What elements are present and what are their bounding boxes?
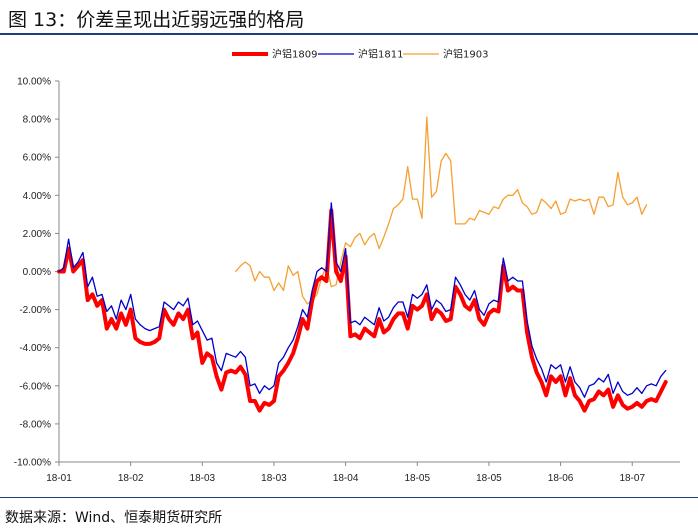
series-line-沪铝1811 <box>58 202 667 398</box>
legend-label: 沪铝1809 <box>272 48 317 61</box>
source-note: 数据来源：Wind、恒泰期货研究所 <box>5 510 223 526</box>
x-tick-label: 18-01 <box>46 473 72 484</box>
title-rule <box>0 33 698 35</box>
x-tick-label: 18-02 <box>118 473 144 484</box>
y-tick-label: 6.00% <box>23 153 51 164</box>
y-tick-label: -2.00% <box>19 305 51 316</box>
y-tick-label: 0.00% <box>23 267 51 278</box>
series-line-沪铝1903 <box>235 116 648 305</box>
y-tick-label: 8.00% <box>23 115 51 126</box>
y-tick-label: -6.00% <box>19 381 51 392</box>
x-tick-label: 18-05 <box>404 473 430 484</box>
y-tick-label: 2.00% <box>23 229 51 240</box>
series-line-沪铝1809 <box>57 208 668 413</box>
y-tick-label: -4.00% <box>19 343 51 354</box>
y-tick-label: -10.00% <box>14 458 51 469</box>
x-tick-label: 18-07 <box>619 473 645 484</box>
line-chart: 沪铝1809 沪铝1811 沪铝1903 -10.00% -8.00% -6.00% -4… <box>14 48 680 484</box>
chart-legend: 沪铝1809 沪铝1811 沪铝1903 <box>232 48 488 61</box>
y-tick-label: 10.00% <box>17 77 51 88</box>
y-tick-label: 4.00% <box>23 191 51 202</box>
figure-title: 图 13：价差呈现出近弱远强的格局 <box>8 9 305 31</box>
x-tick-label: 18-04 <box>333 473 359 484</box>
series-layer <box>57 116 668 413</box>
x-tick-label: 18-03 <box>261 473 287 484</box>
y-tick-label: -8.00% <box>19 419 51 430</box>
chart-axes: -10.00% -8.00% -6.00% -4.00% -2.00% 0.00% 2.00… <box>14 77 680 484</box>
x-tick-label: 18-06 <box>548 473 574 484</box>
source-rule <box>0 497 698 498</box>
x-tick-label: 18-05 <box>476 473 502 484</box>
legend-label: 沪铝1903 <box>443 48 488 61</box>
legend-label: 沪铝1811 <box>358 48 403 61</box>
x-tick-label: 18-03 <box>190 473 216 484</box>
